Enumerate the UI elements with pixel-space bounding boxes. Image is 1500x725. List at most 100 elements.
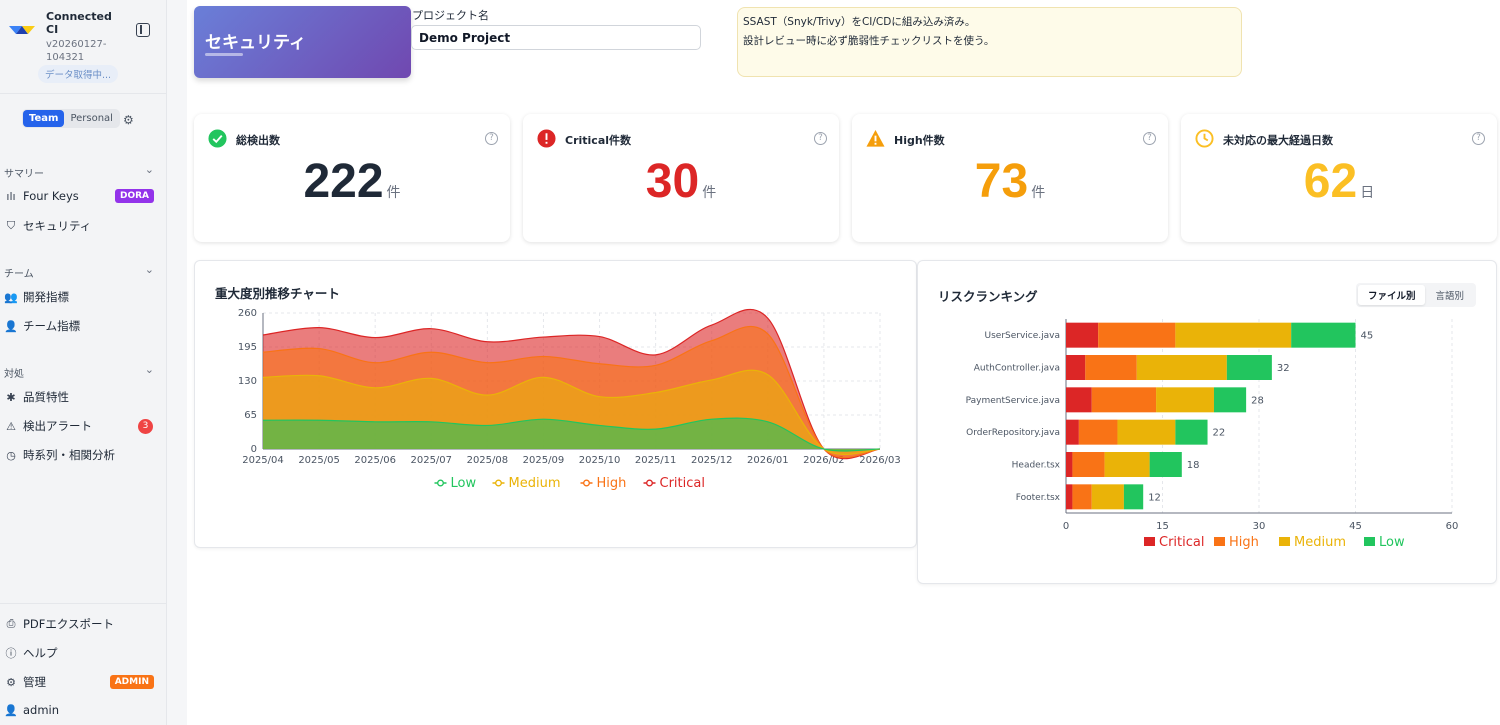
card-unit: 件	[1031, 184, 1046, 200]
sidebar-item-label: 品質特性	[23, 390, 69, 404]
section-team-title: チーム	[4, 269, 34, 280]
bar-critical	[1066, 452, 1073, 477]
severity-trend-chart[interactable]: 0 65 130 195 260 2025/04 2025/05 2025/06 2025/07…	[195, 301, 918, 541]
toggle-team[interactable]: Team	[23, 110, 65, 127]
bar-low	[1123, 484, 1144, 510]
x-tick-label: 15	[1156, 521, 1169, 532]
project-name-input[interactable]	[411, 25, 701, 50]
y-tick-label: 0	[251, 444, 257, 455]
sidebar-item-label: ヘルプ	[23, 646, 58, 660]
bug-icon: ✱	[6, 390, 16, 404]
help-icon[interactable]: ?	[814, 132, 827, 145]
x-tick-label: 2025/05	[298, 455, 340, 466]
security-note[interactable]: SSAST（Snyk/Trivy）をCI/CDに組み込み済み。 設計レビュー時に…	[737, 7, 1242, 77]
sidebar-collapse-icon[interactable]	[136, 23, 150, 37]
legend-swatch	[1214, 537, 1225, 546]
risk-ranking-chart[interactable]: 0 15 30 45 60 UserService.java 45 AuthControlle…	[918, 311, 1498, 581]
line-low	[262, 417, 881, 452]
tab-by-language[interactable]: 言語別	[1435, 291, 1464, 302]
help-icon[interactable]: ?	[485, 132, 498, 145]
help-icon: ⓘ	[5, 647, 17, 660]
x-tick-label: 2026/01	[747, 455, 789, 466]
note-line: 設計レビュー時に必ず脆弱性チェックリストを使う。	[743, 35, 995, 47]
alert-count-badge: 3	[138, 418, 153, 434]
chevron-down-icon: ⌄	[144, 363, 154, 376]
user-icon: 👤	[4, 319, 18, 333]
sidebar-item-four-keys[interactable]: ılı Four Keys DORA	[4, 189, 156, 203]
kpi-total-detections: 総検出数 ? 222 件	[194, 114, 510, 242]
card-title: High件数	[894, 134, 945, 147]
x-tick-label: 2025/06	[354, 455, 396, 466]
bar-low	[1175, 419, 1208, 445]
error-circle-icon	[537, 129, 556, 148]
bar-critical	[1066, 419, 1079, 445]
scope-toggle: Team Personal	[22, 109, 120, 128]
scope-settings-gear-icon[interactable]: ⚙	[123, 113, 134, 127]
card-title: Critical件数	[565, 134, 632, 147]
sidebar-item-pdf-export[interactable]: ⎙ PDFエクスポート	[4, 616, 156, 632]
legend-label: High	[1229, 535, 1259, 550]
section-response-title: 対処	[4, 369, 24, 380]
help-icon[interactable]: ?	[1143, 132, 1156, 145]
bar-high	[1072, 452, 1105, 477]
sidebar-item-admin[interactable]: ⚙ 管理 ADMIN	[4, 674, 156, 690]
pdf-export-icon: ⎙	[6, 617, 16, 630]
gear-icon: ⚙	[6, 675, 16, 689]
legend-label: High	[597, 476, 627, 491]
y-tick-label: 260	[238, 308, 257, 319]
brand[interactable]: Connected CI v20260127-104321	[8, 10, 126, 64]
sidebar-item-user[interactable]: 👤 admin	[4, 703, 156, 717]
bar-low	[1226, 355, 1272, 380]
bar-medium	[1091, 484, 1124, 510]
card-unit: 件	[702, 184, 717, 200]
bar-critical	[1066, 484, 1073, 510]
category-label: AuthController.java	[974, 364, 1060, 374]
kpi-max-open-days: 未対応の最大経過日数 ? 62 日	[1181, 114, 1497, 242]
sidebar-item-label: admin	[23, 703, 60, 717]
section-team[interactable]: チーム ⌄	[4, 263, 154, 280]
bar-critical	[1066, 322, 1099, 348]
x-tick-label: 2025/11	[635, 455, 677, 466]
x-tick-label: 2025/07	[410, 455, 452, 466]
bar-medium	[1175, 322, 1292, 348]
sidebar-item-team-metrics[interactable]: 👤 チーム指標	[4, 318, 156, 334]
divider	[0, 93, 167, 94]
section-summary[interactable]: サマリー ⌄	[4, 163, 154, 180]
sidebar-item-label: PDFエクスポート	[23, 617, 115, 631]
sidebar-item-dev-metrics[interactable]: 👥 開発指標	[4, 289, 156, 305]
severity-trend-panel: 重大度別推移チャート 0 65 130 195 260 2025/04 2025/05 202…	[194, 260, 917, 548]
chart-title: リスクランキング	[938, 289, 1038, 304]
legend-marker	[646, 479, 653, 487]
divider	[0, 603, 167, 604]
y-tick-label: 130	[238, 376, 257, 387]
card-value: 222	[303, 155, 384, 208]
x-tick-label: 2025/08	[467, 455, 509, 466]
sidebar-item-timeseries[interactable]: ◷ 時系列・相関分析	[4, 447, 156, 463]
tab-by-file[interactable]: ファイル別	[1357, 285, 1426, 305]
total-label: 22	[1213, 428, 1226, 439]
x-tick-label: 45	[1349, 521, 1362, 532]
shield-icon: ⛉	[6, 219, 16, 232]
section-response[interactable]: 対処 ⌄	[4, 363, 154, 380]
toggle-personal[interactable]: Personal	[70, 113, 113, 124]
sidebar-item-security[interactable]: ⛉ セキュリティ	[4, 218, 156, 234]
alert-triangle-icon: ⚠	[6, 419, 16, 433]
sidebar-item-help[interactable]: ⓘ ヘルプ	[4, 645, 156, 661]
bar-low	[1291, 322, 1356, 348]
x-tick-label: 0	[1063, 521, 1069, 532]
risk-ranking-panel: リスクランキング ファイル別 言語別 0 15 30 45 60 UserService.…	[917, 260, 1497, 584]
category-label: PaymentService.java	[966, 396, 1060, 406]
total-label: 18	[1187, 460, 1200, 471]
help-icon[interactable]: ?	[1472, 132, 1485, 145]
line-critical	[262, 308, 881, 460]
card-value-wrap: 222 件	[194, 154, 510, 209]
card-title: 総検出数	[236, 134, 280, 147]
legend-label: Low	[1379, 535, 1405, 550]
note-line: SSAST（Snyk/Trivy）をCI/CDに組み込み済み。	[743, 16, 976, 28]
legend-label: Low	[451, 476, 477, 491]
sidebar-item-alerts[interactable]: ⚠ 検出アラート 3	[4, 418, 156, 434]
clock-icon: ◷	[6, 448, 16, 462]
sidebar-item-quality[interactable]: ✱ 品質特性	[4, 389, 156, 405]
total-label: 12	[1148, 492, 1161, 503]
y-tick-label: 65	[244, 410, 257, 421]
